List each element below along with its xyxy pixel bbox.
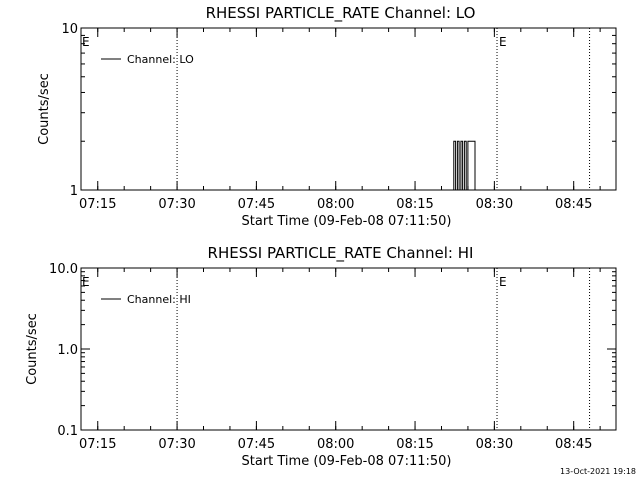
x-tick-label: 08:30: [476, 197, 513, 212]
event-label: E: [499, 275, 507, 289]
plot-frame: [80, 27, 617, 191]
x-tick-label: 08:15: [396, 197, 433, 212]
series-line: [452, 140, 481, 191]
x-axis-label: Start Time (09-Feb-08 07:11:50): [242, 454, 452, 469]
y-tick-label: 0.1: [57, 424, 78, 439]
x-tick-label: 08:15: [396, 437, 433, 452]
x-tick-label: 08:45: [555, 197, 592, 212]
x-tick-label: 07:45: [238, 197, 275, 212]
y-tick-label: 10: [61, 22, 78, 37]
start-marker-label: E: [82, 35, 90, 49]
y-tick-label: 1.0: [57, 343, 78, 358]
y-axis-label: Counts/sec: [25, 313, 40, 385]
x-tick-label: 08:45: [555, 437, 592, 452]
x-tick-label: 07:15: [79, 437, 116, 452]
y-tick-label: 1: [70, 184, 78, 199]
legend-label: Channel: LO: [127, 53, 194, 66]
start-marker-label: E: [82, 275, 90, 289]
legend-label: Channel: HI: [127, 293, 191, 306]
x-tick-label: 07:30: [158, 197, 195, 212]
x-tick-label: 07:45: [238, 437, 275, 452]
hi-channel-panel: RHESSI PARTICLE_RATE Channel: HI 0.1 1.0 10…: [25, 244, 617, 469]
x-tick-label: 08:00: [317, 197, 354, 212]
x-tick-label: 07:30: [158, 437, 195, 452]
x-tick-label: 08:30: [476, 437, 513, 452]
event-label: E: [499, 35, 507, 49]
generation-timestamp: 13-Oct-2021 19:18: [560, 467, 636, 476]
chart-title: RHESSI PARTICLE_RATE Channel: LO: [206, 4, 476, 23]
x-axis-label: Start Time (09-Feb-08 07:11:50): [242, 214, 452, 229]
x-tick-label: 07:15: [79, 197, 116, 212]
y-axis-label: Counts/sec: [37, 73, 52, 145]
chart-title: RHESSI PARTICLE_RATE Channel: HI: [208, 244, 474, 263]
y-tick-label: 10.0: [49, 262, 78, 277]
lo-channel-panel: RHESSI PARTICLE_RATE Channel: LO 1 10 Count…: [37, 4, 617, 229]
x-tick-label: 08:00: [317, 437, 354, 452]
